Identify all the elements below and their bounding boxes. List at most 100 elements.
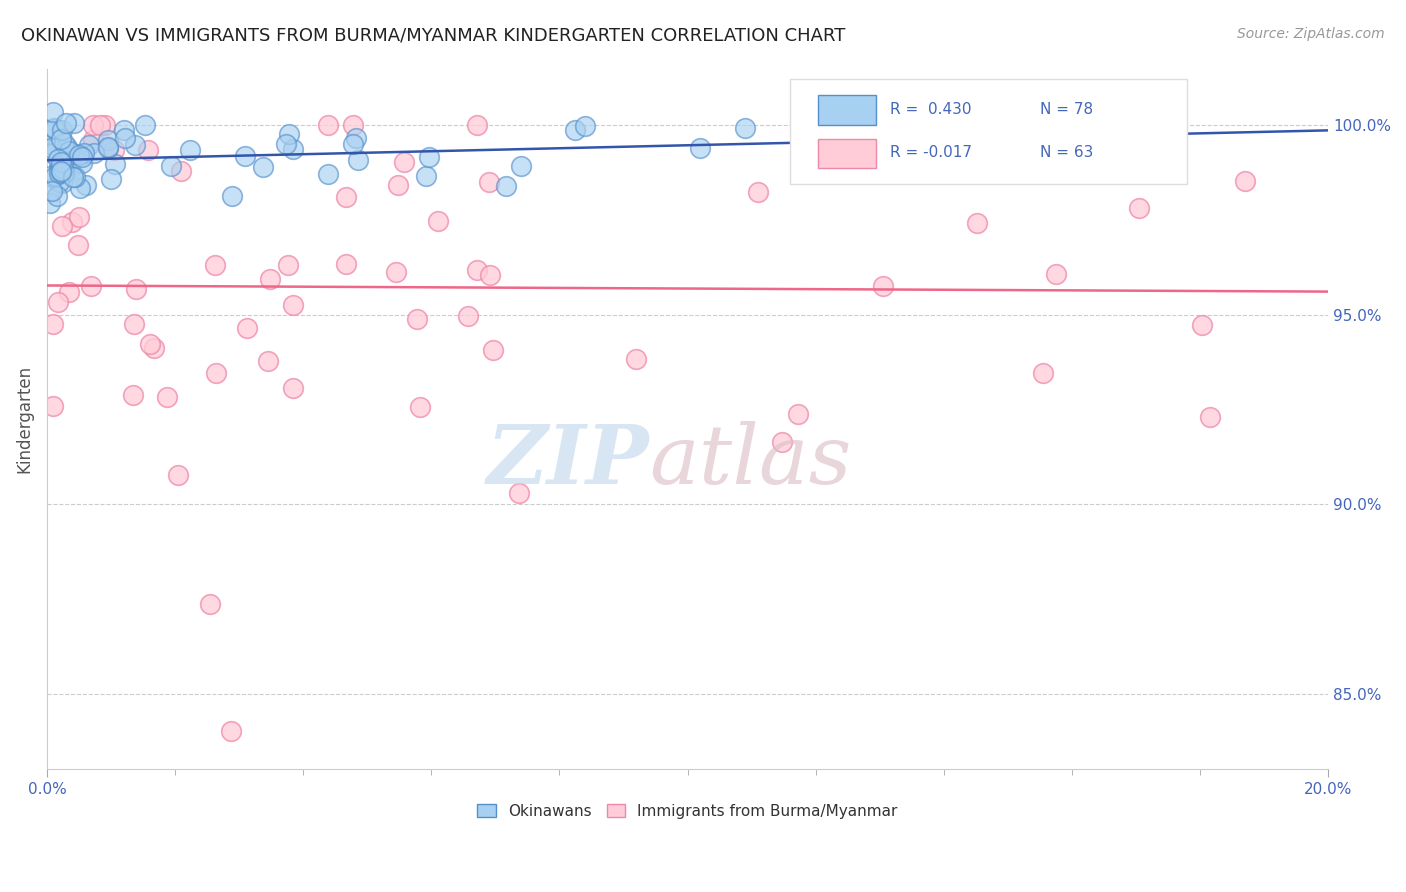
Point bbox=[179, 143, 201, 157]
Point bbox=[42, 146, 65, 161]
Point bbox=[59, 161, 82, 176]
Point bbox=[49, 165, 72, 179]
Point bbox=[46, 152, 69, 166]
Point bbox=[281, 381, 304, 395]
Point bbox=[259, 272, 281, 286]
Text: ZIP: ZIP bbox=[486, 421, 650, 501]
Point bbox=[143, 341, 166, 355]
Point bbox=[39, 196, 62, 211]
Point bbox=[53, 160, 76, 174]
Point bbox=[39, 183, 62, 197]
Point bbox=[69, 210, 91, 224]
Point bbox=[342, 119, 364, 133]
Point bbox=[122, 317, 145, 331]
Point bbox=[482, 343, 505, 358]
Point bbox=[564, 122, 586, 136]
Point bbox=[478, 268, 501, 282]
Point bbox=[200, 597, 222, 611]
Point bbox=[1234, 174, 1257, 188]
Point bbox=[205, 366, 228, 380]
Point bbox=[48, 163, 70, 178]
Point bbox=[283, 298, 305, 312]
Point bbox=[274, 136, 297, 151]
Point bbox=[160, 159, 183, 173]
Point bbox=[734, 121, 756, 136]
Point bbox=[1045, 268, 1067, 282]
Point bbox=[42, 317, 65, 331]
Point bbox=[167, 467, 190, 482]
Point bbox=[1032, 367, 1054, 381]
FancyBboxPatch shape bbox=[790, 79, 1187, 184]
Point bbox=[689, 141, 711, 155]
Point bbox=[80, 279, 103, 293]
Point bbox=[65, 147, 87, 161]
Point bbox=[495, 178, 517, 193]
Point bbox=[44, 121, 66, 136]
Point bbox=[73, 145, 96, 160]
Point bbox=[42, 104, 65, 119]
Text: N = 63: N = 63 bbox=[1040, 145, 1094, 160]
Point bbox=[770, 435, 793, 450]
Point bbox=[406, 312, 429, 326]
Point bbox=[392, 155, 415, 169]
Point bbox=[347, 153, 370, 168]
Legend: Okinawans, Immigrants from Burma/Myanmar: Okinawans, Immigrants from Burma/Myanmar bbox=[471, 797, 904, 825]
Point bbox=[415, 169, 437, 183]
Point bbox=[277, 258, 299, 272]
Point bbox=[82, 133, 104, 147]
Point bbox=[624, 352, 647, 367]
Point bbox=[942, 119, 965, 133]
Point bbox=[384, 265, 406, 279]
Point bbox=[114, 130, 136, 145]
Y-axis label: Kindergarten: Kindergarten bbox=[15, 365, 32, 473]
Point bbox=[55, 155, 77, 169]
Point bbox=[1128, 201, 1150, 215]
Point bbox=[51, 177, 73, 191]
Point bbox=[69, 148, 91, 162]
Point bbox=[125, 282, 148, 296]
Bar bbox=[818, 138, 876, 168]
Point bbox=[966, 215, 988, 229]
Point bbox=[48, 160, 70, 174]
Point bbox=[93, 119, 115, 133]
Point bbox=[1191, 318, 1213, 332]
Point bbox=[53, 153, 76, 167]
Point bbox=[342, 136, 364, 151]
Text: Source: ZipAtlas.com: Source: ZipAtlas.com bbox=[1237, 27, 1385, 41]
Point bbox=[112, 123, 135, 137]
Point bbox=[55, 115, 77, 129]
Point bbox=[104, 157, 127, 171]
Point bbox=[478, 175, 501, 189]
Point bbox=[872, 279, 894, 293]
Point bbox=[58, 144, 80, 158]
Point bbox=[221, 189, 243, 203]
Point bbox=[51, 219, 73, 233]
Point bbox=[138, 337, 160, 351]
Point bbox=[55, 161, 77, 176]
Point bbox=[236, 321, 259, 335]
Text: N = 78: N = 78 bbox=[1040, 102, 1092, 117]
Point bbox=[75, 178, 97, 193]
Point bbox=[457, 309, 479, 323]
Point bbox=[122, 387, 145, 401]
Point bbox=[49, 131, 72, 145]
Point bbox=[510, 159, 533, 173]
Point bbox=[418, 150, 440, 164]
Text: OKINAWAN VS IMMIGRANTS FROM BURMA/MYANMAR KINDERGARTEN CORRELATION CHART: OKINAWAN VS IMMIGRANTS FROM BURMA/MYANMA… bbox=[21, 27, 845, 45]
Point bbox=[53, 136, 76, 150]
Point bbox=[70, 150, 93, 164]
Point bbox=[252, 160, 274, 174]
Point bbox=[48, 175, 70, 189]
Point bbox=[39, 123, 62, 137]
Point bbox=[42, 121, 65, 136]
Point bbox=[170, 164, 193, 178]
Point bbox=[52, 166, 75, 180]
Point bbox=[82, 119, 104, 133]
Point bbox=[278, 127, 301, 141]
Point bbox=[69, 181, 91, 195]
Point bbox=[51, 123, 73, 137]
Point bbox=[44, 169, 66, 183]
Point bbox=[508, 486, 530, 500]
Point bbox=[97, 133, 120, 147]
Point bbox=[97, 140, 120, 154]
